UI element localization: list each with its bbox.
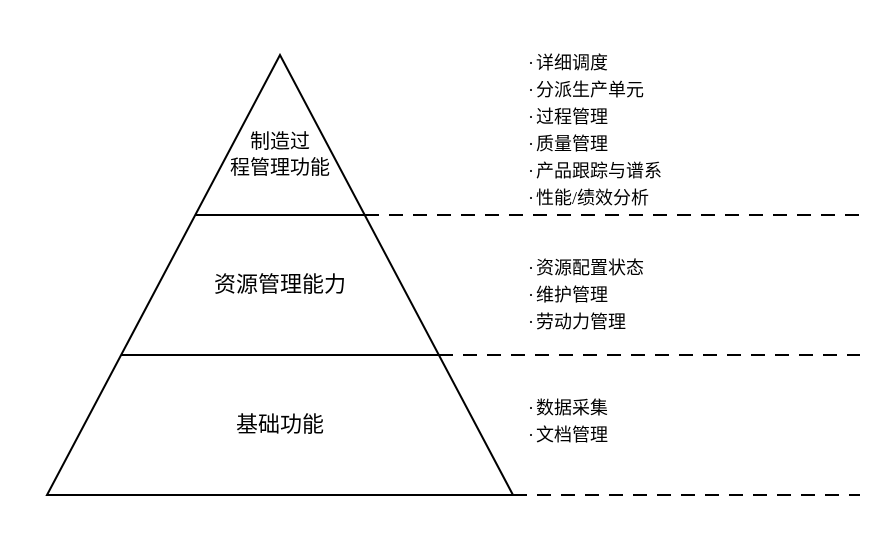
bullet-item: 资源配置状态 [528, 255, 644, 282]
bullet-item: 数据采集 [528, 395, 608, 422]
bullet-item: 文档管理 [528, 422, 608, 449]
bullet-item: 性能/绩效分析 [528, 185, 662, 212]
level-label-bottom: 基础功能 [180, 411, 380, 440]
bullet-item: 过程管理 [528, 104, 662, 131]
pyramid-svg [0, 0, 872, 546]
level-label-line: 资源管理能力 [180, 271, 380, 300]
bullet-group-top: 详细调度分派生产单元过程管理质量管理产品跟踪与谱系性能/绩效分析 [528, 50, 662, 212]
bullet-item: 详细调度 [528, 50, 662, 77]
bullet-group-bottom: 数据采集文档管理 [528, 395, 608, 449]
pyramid-diagram: 制造过程管理功能资源管理能力基础功能 详细调度分派生产单元过程管理质量管理产品跟… [0, 0, 872, 546]
level-label-middle: 资源管理能力 [180, 271, 380, 300]
level-label-line: 基础功能 [180, 411, 380, 440]
level-label-line: 程管理功能 [210, 155, 350, 181]
bullet-item: 劳动力管理 [528, 309, 644, 336]
bullet-item: 分派生产单元 [528, 77, 662, 104]
bullet-group-middle: 资源配置状态维护管理劳动力管理 [528, 255, 644, 336]
bullet-item: 产品跟踪与谱系 [528, 158, 662, 185]
level-label-line: 制造过 [210, 129, 350, 155]
level-label-top: 制造过程管理功能 [210, 129, 350, 181]
bullet-item: 质量管理 [528, 131, 662, 158]
bullet-item: 维护管理 [528, 282, 644, 309]
